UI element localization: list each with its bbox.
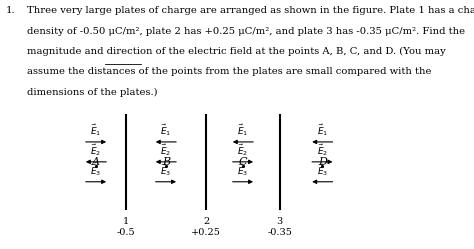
Text: 1: 1 (122, 217, 129, 226)
Text: $\vec{E}_3$: $\vec{E}_3$ (91, 162, 101, 178)
Text: 3: 3 (276, 217, 283, 226)
Text: $\vec{E}_3$: $\vec{E}_3$ (237, 162, 248, 178)
Text: $\vec{E}_3$: $\vec{E}_3$ (317, 162, 328, 178)
Text: $\vec{E}_2$: $\vec{E}_2$ (237, 142, 248, 158)
Text: dimensions of the plates.): dimensions of the plates.) (27, 88, 158, 97)
Text: $\vec{E}_2$: $\vec{E}_2$ (317, 142, 328, 158)
Text: 2: 2 (203, 217, 210, 226)
Text: $\vec{E}_1$: $\vec{E}_1$ (160, 123, 172, 138)
Text: D: D (318, 157, 327, 167)
Text: assume the distances of the points from the plates are small compared with the: assume the distances of the points from … (27, 67, 432, 76)
Text: $\vec{E}_3$: $\vec{E}_3$ (160, 162, 172, 178)
Text: $\vec{E}_2$: $\vec{E}_2$ (160, 142, 172, 158)
Text: $\vec{E}_1$: $\vec{E}_1$ (317, 123, 328, 138)
Text: density of -0.50 μC/m², plate 2 has +0.25 μC/m², and plate 3 has -0.35 μC/m². Fi: density of -0.50 μC/m², plate 2 has +0.2… (27, 27, 465, 36)
Text: magnitude and direction of the electric field at the points A, B, C, and D. (You: magnitude and direction of the electric … (27, 47, 446, 56)
Text: +0.25: +0.25 (191, 228, 221, 237)
Text: B: B (162, 157, 170, 167)
Text: $\vec{E}_2$: $\vec{E}_2$ (91, 142, 101, 158)
Text: C: C (239, 157, 247, 167)
Text: -0.5: -0.5 (116, 228, 135, 237)
Text: $\vec{E}_1$: $\vec{E}_1$ (91, 123, 101, 138)
Text: -0.35: -0.35 (267, 228, 292, 237)
Text: $\vec{E}_1$: $\vec{E}_1$ (237, 123, 248, 138)
Text: A: A (92, 157, 100, 167)
Text: 1.: 1. (6, 6, 15, 15)
Text: Three very large plates of charge are arranged as shown in the figure. Plate 1 h: Three very large plates of charge are ar… (27, 6, 474, 15)
